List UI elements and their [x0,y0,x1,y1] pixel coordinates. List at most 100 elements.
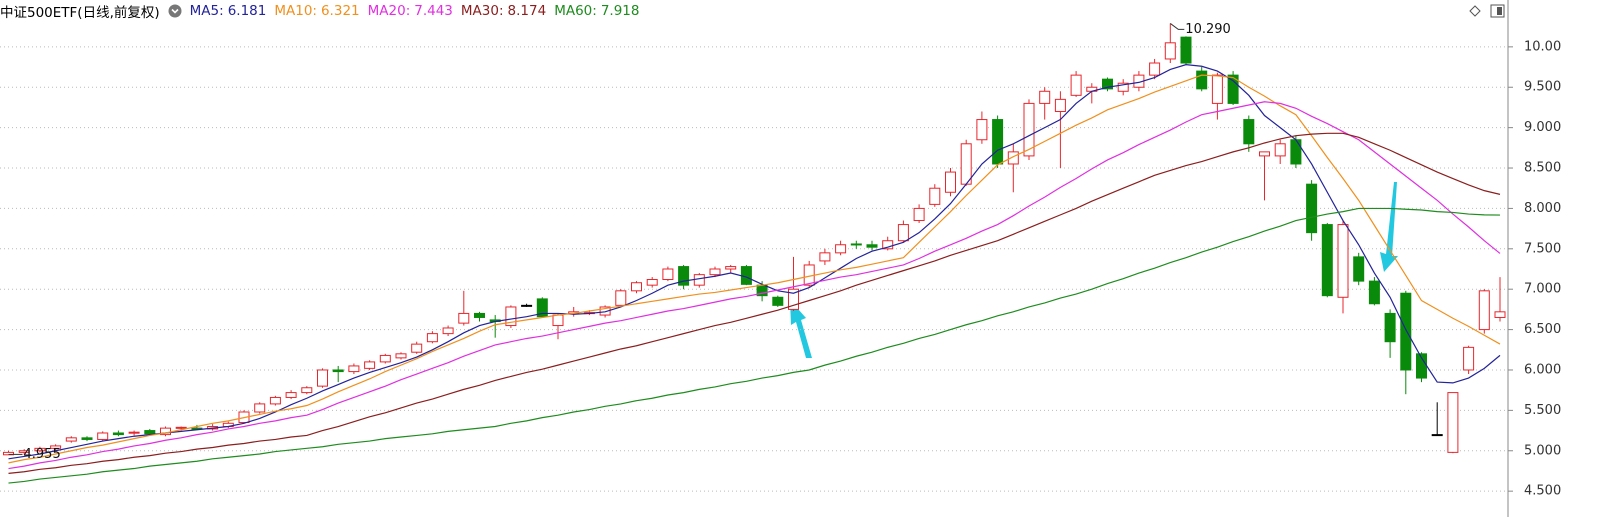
candle-body [976,119,988,141]
candle-body [97,432,109,440]
candle-body [364,361,376,369]
legend-item: MA607.918 [554,3,639,19]
candle-body [411,343,423,353]
candle-body [1211,74,1223,104]
legend-name: MA10 [274,3,317,19]
candle-body [1054,98,1066,112]
ma-line [8,132,1501,474]
candle-body [175,426,187,429]
candle-body [81,437,93,440]
legend-value: 6.181 [227,3,267,19]
annotation-label: 4.955 [24,447,61,462]
candle-body [269,396,281,405]
panel-icon-fill [1497,7,1502,15]
y-tick-label: 5.000 [1524,443,1561,458]
candle-body [725,266,737,270]
candle-body [929,187,941,205]
candle-body [128,431,140,434]
legend-name: MA5 [190,3,224,19]
legend-item: MA56.181 [190,3,267,19]
legend-item: MA106.321 [274,3,359,19]
candle-body [474,312,485,318]
candle-body [772,296,784,306]
y-tick-label: 6.000 [1524,362,1561,377]
legend-value: 7.918 [600,3,640,19]
candle-body [1180,36,1192,64]
y-tick-label: 6.500 [1524,322,1561,337]
candle-body [1321,224,1333,297]
candle-body [1196,70,1208,90]
candle-body [1243,119,1255,145]
candle-body [426,333,438,343]
candle-body [1259,151,1270,157]
candle-body [1306,183,1318,234]
candle-body [615,290,627,306]
ma-line [8,207,1501,484]
candle-body [1368,280,1380,305]
candle-body [1007,151,1019,165]
candle-body [992,119,1004,165]
candle-body [1290,139,1302,165]
candle-body [144,430,156,435]
candle-body [1494,311,1506,318]
candle-body [18,450,30,453]
candle-body [552,314,564,327]
annotation-leader [1170,23,1185,30]
candle-body [1164,42,1176,60]
candle-body [254,403,266,413]
y-tick-label: 10.00 [1524,39,1561,54]
panel-icon[interactable] [1490,4,1505,18]
candle-body [1400,292,1412,371]
candle-body [960,143,972,185]
candle-body [631,282,642,292]
candle-body [913,207,925,222]
candle-body [1023,102,1035,157]
candle-body [646,279,658,286]
arrow [790,300,812,358]
ma-line [8,64,1501,460]
candle-body [34,447,46,452]
menu-icon[interactable] [168,4,182,18]
candle-body [662,268,674,281]
candle-body [1431,434,1443,437]
draw-icon[interactable] [1469,5,1481,17]
candle-body [285,392,297,398]
candle-body [599,306,611,316]
candle-body [1353,256,1365,282]
legend-value: 6.321 [320,3,360,19]
candle-body [819,252,831,262]
ma-line [8,101,1501,470]
candle-body [1337,224,1349,298]
candle-body [301,387,313,394]
candle-body [536,298,548,318]
y-tick-label: 9.500 [1524,80,1561,95]
candle-body [678,266,690,286]
y-tick-label: 8.500 [1524,161,1561,176]
candle-body [1384,312,1396,343]
candle-body [332,369,344,373]
candle-body [112,432,124,436]
candle-body [1227,74,1239,104]
candle-body [850,243,862,246]
y-tick-label: 8.000 [1524,201,1561,216]
candle-body [379,354,391,363]
legend-item: MA207.443 [368,3,453,19]
y-tick-label: 9.000 [1524,120,1561,135]
candle-body [1463,346,1475,371]
candle-body [1149,62,1161,76]
candle-body [521,304,533,307]
legend-name: MA60 [554,3,597,19]
y-tick-label: 7.000 [1524,282,1561,297]
arrow [1380,182,1398,272]
candle-body [866,244,878,248]
candle-body [1102,78,1113,90]
legend-value: 7.443 [414,3,453,19]
candle-body [835,244,847,254]
candle-body [458,312,470,324]
legend-item: MA308.174 [461,3,546,19]
candle-body [317,369,328,387]
legend-name: MA30 [461,3,504,19]
annotation-label: 10.290 [1185,22,1231,37]
